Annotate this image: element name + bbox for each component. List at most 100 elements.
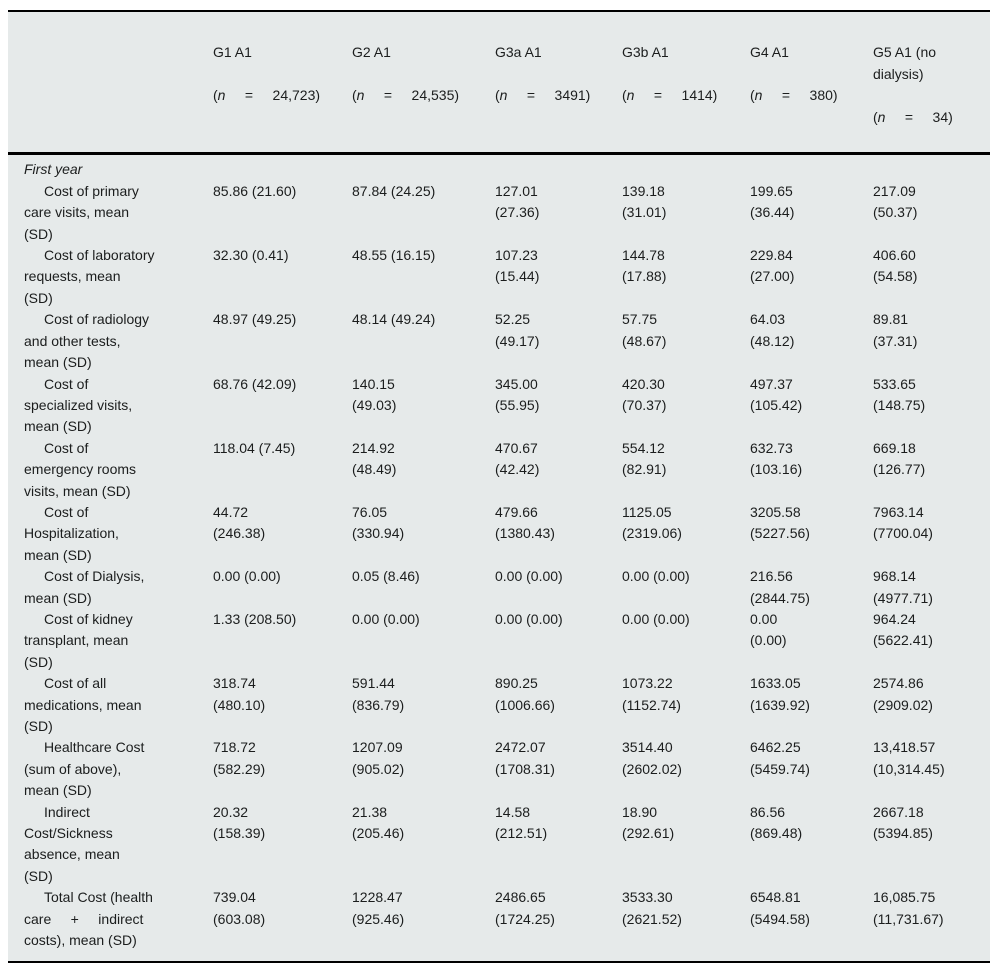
table-row-emergency-rooms: Cost of emergency rooms visits, mean (SD… bbox=[8, 438, 990, 502]
cell-value: 0.00 (0.00) bbox=[750, 610, 787, 649]
cell-value: 2667.18 (5394.85) bbox=[873, 803, 933, 842]
column-header-g3b: G3b A1 (n = 1414) bbox=[622, 11, 750, 156]
row-label: Cost of emergency rooms visits, mean (SD… bbox=[24, 439, 137, 499]
column-n-count: (n = 34) bbox=[873, 107, 980, 128]
section-row: First year bbox=[8, 154, 990, 181]
cell-value: 2574.86 (2909.02) bbox=[873, 675, 933, 713]
row-label: Cost of specialized visits, mean (SD) bbox=[24, 375, 133, 435]
column-n-count: (n = 24,535) bbox=[352, 85, 485, 106]
cell-value: 3205.58 (5227.56) bbox=[750, 503, 810, 542]
row-label: Cost of all medications, mean (SD) bbox=[24, 675, 142, 734]
cell-value: 470.67 (42.42) bbox=[495, 439, 540, 478]
n-open: ( bbox=[495, 87, 500, 104]
cell-value: 32.30 (0.41) bbox=[213, 247, 289, 264]
table-row-radiology: Cost of radiology and other tests, mean … bbox=[8, 309, 990, 373]
table-row-primary-care: Cost of primary care visits, mean (SD) 8… bbox=[8, 181, 990, 245]
cell-value: 1228.47 (925.46) bbox=[352, 889, 405, 927]
cell-value: 964.24 (5622.41) bbox=[873, 610, 933, 649]
cell-value: 139.18 (31.01) bbox=[622, 182, 667, 221]
row-label: Cost of laboratory requests, mean (SD) bbox=[24, 247, 155, 306]
cell-value: 199.65 (36.44) bbox=[750, 182, 795, 221]
cell-value: 48.14 (49.24) bbox=[352, 311, 436, 328]
table-row-dialysis: Cost of Dialysis, mean (SD) 0.00 (0.00) … bbox=[8, 566, 990, 609]
cell-value: 318.74 (480.10) bbox=[213, 675, 266, 713]
table-row-hospitalization: Cost of Hospitalization, mean (SD) 44.72… bbox=[8, 502, 990, 566]
n-value: = 3491) bbox=[507, 87, 591, 104]
cell-value: 0.05 (8.46) bbox=[352, 568, 420, 585]
table-row-kidney-transplant: Cost of kidney transplant, mean (SD) 1.3… bbox=[8, 609, 990, 673]
row-label: Cost of kidney transplant, mean (SD) bbox=[24, 610, 133, 670]
table-row-indirect-cost: Indirect Cost/Sickness absence, mean (SD… bbox=[8, 802, 990, 888]
n-value: = 24,535) bbox=[364, 87, 460, 104]
cell-value: 2486.65 (1724.25) bbox=[495, 889, 555, 927]
header-row: G1 A1 (n = 24,723) G2 A1 (n = 24,535) G3… bbox=[8, 11, 990, 156]
cell-value: 14.58 (212.51) bbox=[495, 803, 548, 842]
column-header-g4: G4 A1 (n = 380) bbox=[750, 11, 873, 156]
cell-value: 57.75 (48.67) bbox=[622, 311, 667, 349]
cell-value: 669.18 (126.77) bbox=[873, 439, 926, 478]
cell-value: 118.04 (7.45) bbox=[213, 439, 296, 456]
cell-value: 0.00 (0.00) bbox=[622, 610, 690, 627]
n-symbol: n bbox=[217, 87, 226, 104]
row-label: Cost of Dialysis, mean (SD) bbox=[24, 568, 145, 606]
section-label: First year bbox=[24, 161, 83, 178]
cell-value: 64.03 (48.12) bbox=[750, 311, 795, 349]
cell-value: 1125.05 (2319.06) bbox=[622, 503, 682, 542]
cell-value: 107.23 (15.44) bbox=[495, 247, 540, 285]
cell-value: 3514.40 (2602.02) bbox=[622, 739, 682, 777]
cell-value: 20.32 (158.39) bbox=[213, 803, 266, 842]
column-name: G3a A1 bbox=[495, 44, 542, 61]
header-empty-cell bbox=[8, 11, 213, 156]
cell-value: 1073.22 (1152.74) bbox=[622, 675, 681, 713]
column-name: G2 A1 bbox=[352, 44, 391, 61]
cell-value: 217.09 (50.37) bbox=[873, 182, 918, 221]
column-n-count: (n = 3491) bbox=[495, 85, 612, 106]
cell-value: 68.76 (42.09) bbox=[213, 375, 297, 392]
table-row-all-medications: Cost of all medications, mean (SD) 318.7… bbox=[8, 673, 990, 737]
cell-value: 85.86 (21.60) bbox=[213, 182, 297, 199]
cell-value: 16,085.75 (11,731.67) bbox=[873, 889, 944, 927]
cell-value: 497.37 (105.42) bbox=[750, 375, 803, 413]
row-label: Total Cost (health care + indirect costs… bbox=[24, 889, 153, 949]
n-value: = 380) bbox=[762, 87, 838, 104]
cell-value: 533.65 (148.75) bbox=[873, 375, 926, 413]
n-symbol: n bbox=[877, 108, 886, 125]
n-value: = 1414) bbox=[634, 87, 718, 104]
column-header-g3a: G3a A1 (n = 3491) bbox=[495, 11, 622, 156]
cell-value: 3533.30 (2621.52) bbox=[622, 889, 682, 927]
table-row-total-cost: Total Cost (health care + indirect costs… bbox=[8, 887, 990, 962]
column-header-g2: G2 A1 (n = 24,535) bbox=[352, 11, 495, 156]
column-name: G4 A1 bbox=[750, 44, 789, 61]
cell-value: 2472.07 (1708.31) bbox=[495, 739, 555, 777]
column-header-g1: G1 A1 (n = 24,723) bbox=[213, 11, 352, 156]
n-open: ( bbox=[750, 87, 755, 104]
table-row-laboratory: Cost of laboratory requests, mean (SD) 3… bbox=[8, 245, 990, 309]
cell-value: 229.84 (27.00) bbox=[750, 247, 795, 285]
row-label: Cost of Hospitalization, mean (SD) bbox=[24, 503, 119, 563]
n-value: = 34) bbox=[885, 108, 953, 125]
cell-value: 0.00 (0.00) bbox=[213, 568, 281, 585]
table-row-healthcare-cost: Healthcare Cost (sum of above), mean (SD… bbox=[8, 737, 990, 801]
column-name: G1 A1 bbox=[213, 44, 252, 61]
cell-value: 479.66 (1380.43) bbox=[495, 503, 555, 542]
cell-value: 968.14 (4977.71) bbox=[873, 568, 933, 606]
n-value: = 24,723) bbox=[225, 87, 321, 104]
cell-value: 127.01 (27.36) bbox=[495, 182, 540, 221]
cell-value: 0.00 (0.00) bbox=[495, 568, 563, 585]
column-name: G3b A1 bbox=[622, 44, 669, 61]
cell-value: 76.05 (330.94) bbox=[352, 503, 405, 542]
n-symbol: n bbox=[754, 87, 763, 104]
cell-value: 7963.14 (7700.04) bbox=[873, 503, 933, 542]
n-symbol: n bbox=[499, 87, 508, 104]
row-label: Healthcare Cost (sum of above), mean (SD… bbox=[24, 739, 145, 799]
cell-value: 6462.25 (5459.74) bbox=[750, 739, 810, 777]
n-open: ( bbox=[352, 87, 357, 104]
cell-value: 214.92 (48.49) bbox=[352, 439, 397, 478]
cell-value: 48.97 (49.25) bbox=[213, 311, 297, 328]
row-label: Cost of primary care visits, mean (SD) bbox=[24, 182, 139, 242]
cell-value: 554.12 (82.91) bbox=[622, 439, 667, 478]
cell-value: 1207.09 (905.02) bbox=[352, 739, 405, 777]
cell-value: 87.84 (24.25) bbox=[352, 182, 436, 199]
paper-table-region: G1 A1 (n = 24,723) G2 A1 (n = 24,535) G3… bbox=[8, 10, 990, 963]
column-name: G5 A1 (no dialysis) bbox=[873, 44, 937, 82]
